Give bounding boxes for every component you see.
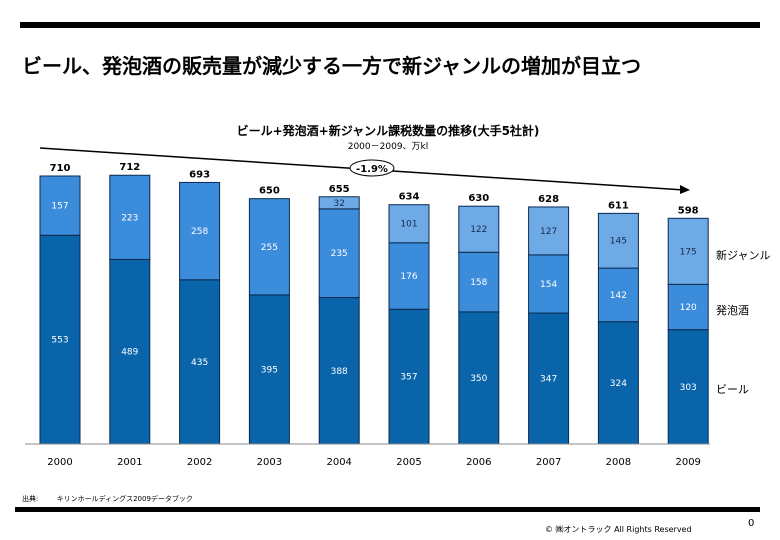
- source-note: 出典: キリンホールディングス2009データブック: [22, 494, 209, 504]
- total-label: 630: [468, 193, 489, 204]
- bar-segment: [109, 258, 151, 445]
- bottom-rule: [15, 507, 760, 512]
- data-label: 350: [470, 374, 487, 384]
- bar-segment: [528, 206, 570, 256]
- bar-segment: [39, 175, 81, 236]
- data-label: 122: [470, 225, 487, 235]
- data-label: 395: [261, 365, 278, 375]
- source-label: 出典:: [22, 495, 39, 503]
- total-label: 693: [189, 169, 210, 180]
- data-label: 489: [121, 348, 138, 358]
- bar-segment: [318, 297, 360, 445]
- data-label: 324: [610, 379, 627, 389]
- data-label: 176: [400, 272, 417, 282]
- data-label: 435: [191, 358, 208, 368]
- data-label: 347: [540, 375, 557, 385]
- annotation-ellipse: [349, 159, 395, 177]
- x-tick-label: 2008: [606, 457, 631, 468]
- x-tick-label: 2000: [47, 457, 72, 468]
- bar-segment: [458, 251, 500, 313]
- x-tick-label: 2006: [466, 457, 491, 468]
- data-label: 142: [610, 291, 627, 301]
- data-label: 388: [331, 367, 348, 377]
- data-label: 145: [610, 237, 627, 247]
- bar-segment: [597, 267, 639, 323]
- legend-beer: ビール: [716, 383, 749, 396]
- chart-title: ビール+発泡酒+新ジャンル課税数量の推移(大手5社計): [237, 123, 540, 138]
- bar-segment: [318, 196, 360, 210]
- bar-segment: [109, 174, 151, 260]
- legend-new-genre: 新ジャンル: [716, 248, 770, 262]
- bar-segment: [39, 234, 81, 445]
- data-label: 175: [680, 247, 697, 257]
- bar-segment: [458, 205, 500, 253]
- x-tick-label: 2005: [396, 457, 421, 468]
- bar-segment: [388, 242, 430, 310]
- bar-segment: [667, 217, 709, 285]
- data-label: 154: [540, 280, 557, 290]
- data-label: 101: [400, 220, 417, 230]
- bar-segment: [528, 312, 570, 445]
- total-label: 628: [538, 194, 559, 205]
- total-label: 712: [119, 162, 140, 173]
- annotation-label: -1.9%: [356, 164, 388, 175]
- data-label: 158: [470, 278, 487, 288]
- copyright: © ㈱オントラック All Rights Reserved: [545, 525, 692, 534]
- total-label: 611: [608, 200, 629, 211]
- data-label: 303: [680, 383, 697, 393]
- x-tick-label: 2007: [536, 457, 561, 468]
- x-tick-label: 2001: [117, 457, 142, 468]
- total-label: 598: [678, 205, 699, 216]
- bar-segment: [597, 321, 639, 445]
- bar-segment: [388, 204, 430, 244]
- bar-segment: [318, 208, 360, 299]
- bar-segment: [248, 198, 290, 296]
- source-text: キリンホールディングス2009データブック: [56, 495, 193, 503]
- page-number: 0: [748, 518, 755, 529]
- data-label: 258: [191, 227, 208, 237]
- bar-segment: [388, 308, 430, 445]
- data-label: 223: [121, 213, 138, 223]
- total-label: 655: [329, 184, 350, 195]
- data-label: 235: [331, 249, 348, 259]
- data-label: 127: [540, 227, 557, 237]
- x-tick-label: 2009: [675, 457, 700, 468]
- data-label: 357: [400, 373, 417, 383]
- total-label: 634: [399, 192, 420, 203]
- total-label: 710: [50, 163, 71, 174]
- legend-happoshu: 発泡酒: [716, 303, 749, 317]
- bar-segment: [667, 283, 709, 331]
- bar-segment: [597, 212, 639, 269]
- data-label: 120: [680, 303, 697, 313]
- top-rule: [20, 22, 760, 28]
- page-title: ビール、発泡酒の販売量が減少する一方で新ジャンルの増加が目立つ: [22, 54, 641, 78]
- stacked-bar-chart: ビール+発泡酒+新ジャンル課税数量の推移(大手5社計) 2000－2009、万k…: [25, 123, 770, 468]
- x-tick-label: 2003: [257, 457, 282, 468]
- bar-segment: [458, 311, 500, 445]
- data-label: 32: [333, 199, 344, 209]
- x-tick-label: 2004: [326, 457, 351, 468]
- data-label: 255: [261, 243, 278, 253]
- chart-subtitle: 2000－2009、万kl: [348, 142, 429, 152]
- bar-segment: [528, 254, 570, 314]
- trend-arrow-icon: [680, 185, 690, 194]
- x-tick-label: 2002: [187, 457, 212, 468]
- bar-segment: [179, 181, 221, 281]
- data-label: 157: [51, 202, 68, 212]
- data-label: 553: [51, 336, 68, 346]
- bar-segment: [667, 329, 709, 445]
- total-label: 650: [259, 186, 280, 197]
